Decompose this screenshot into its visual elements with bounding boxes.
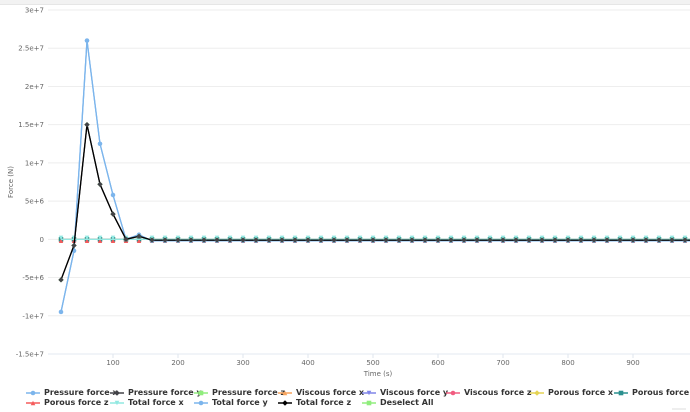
legend-label: Pressure force y bbox=[128, 388, 202, 397]
x-tick-label: 800 bbox=[561, 359, 574, 367]
x-axis-label: Time (s) bbox=[363, 370, 393, 378]
x-tick-label: 900 bbox=[626, 359, 639, 367]
y-tick-label: 2.5e+7 bbox=[18, 45, 44, 53]
data-series bbox=[58, 38, 690, 315]
x-tick-label: 700 bbox=[496, 359, 509, 367]
y-tick-label: 1.5e+7 bbox=[18, 121, 44, 129]
legend: Pressure force x Pressure force y Pressure… bbox=[26, 388, 690, 408]
series-pressure-force-x[interactable] bbox=[58, 38, 690, 315]
legend-item-total-force-y[interactable]: Total force y bbox=[194, 398, 268, 407]
legend-marker-icon bbox=[194, 400, 208, 405]
legend-label: Total force y bbox=[212, 398, 268, 407]
legend-marker-icon bbox=[278, 399, 292, 406]
y-tick-label: 5e+6 bbox=[25, 198, 45, 206]
legend-item-viscous-force-y[interactable]: Viscous force y bbox=[362, 388, 448, 397]
legend-label: Porous force z bbox=[44, 398, 109, 407]
legend-marker-icon bbox=[614, 390, 628, 395]
y-tick-label: 3e+7 bbox=[25, 7, 44, 15]
resize-handle bbox=[672, 408, 686, 410]
legend-item-deselect-all[interactable]: Deselect All bbox=[362, 398, 433, 407]
legend-marker-icon bbox=[446, 390, 460, 395]
legend-item-pressure-force-z[interactable]: Pressure force z bbox=[194, 388, 285, 397]
legend-item-pressure-force-x[interactable]: Pressure force x bbox=[26, 388, 118, 397]
legend-row-1: Pressure force x Pressure force y Pressure… bbox=[26, 388, 690, 398]
grid-lines bbox=[48, 9, 690, 355]
y-tick-label: 0 bbox=[40, 236, 44, 244]
legend-item-total-force-z[interactable]: Total force z bbox=[278, 398, 351, 407]
x-tick-label: 500 bbox=[366, 359, 379, 367]
legend-marker-icon bbox=[26, 390, 40, 395]
series-total-force-y[interactable] bbox=[58, 38, 690, 315]
legend-marker-icon bbox=[26, 400, 40, 405]
legend-item-porous-force-z[interactable]: Porous force z bbox=[26, 398, 109, 407]
top-bar bbox=[0, 0, 690, 5]
legend-item-total-force-x[interactable]: Total force x bbox=[110, 398, 184, 407]
x-tick-label: 400 bbox=[301, 359, 314, 367]
legend-item-viscous-force-x[interactable]: Viscous force x bbox=[278, 388, 364, 397]
legend-marker-icon bbox=[278, 390, 292, 395]
x-tick-label: 300 bbox=[236, 359, 249, 367]
legend-item-porous-force-y[interactable]: Porous force y bbox=[614, 388, 690, 397]
legend-row-2: Porous force z Total force x Total force y… bbox=[26, 398, 690, 408]
legend-label: Porous force y bbox=[632, 388, 690, 397]
x-axis-ticks: 1002003004005006007008009001 bbox=[106, 354, 640, 367]
legend-marker-icon bbox=[362, 400, 376, 405]
x-tick-label: 200 bbox=[171, 359, 184, 367]
legend-marker-icon bbox=[110, 400, 124, 405]
y-axis-label: Force (N) bbox=[7, 166, 15, 198]
y-tick-label: -5e+6 bbox=[22, 274, 44, 282]
x-tick-label: 100 bbox=[106, 359, 119, 367]
x-tick-label: 600 bbox=[431, 359, 444, 367]
legend-label: Total force z bbox=[296, 398, 352, 407]
legend-item-viscous-force-z[interactable]: Viscous force z bbox=[446, 388, 532, 397]
series-pressure-force-y[interactable] bbox=[58, 121, 690, 283]
legend-item-pressure-force-y[interactable]: Pressure force y bbox=[110, 388, 202, 397]
legend-label: Porous force x bbox=[548, 388, 614, 397]
legend-label: Pressure force z bbox=[212, 388, 286, 397]
legend-label: Viscous force z bbox=[464, 388, 532, 397]
legend-label: Viscous force y bbox=[380, 388, 449, 397]
legend-marker-icon bbox=[194, 390, 208, 395]
legend-label: Viscous force x bbox=[296, 388, 365, 397]
legend-marker-icon bbox=[530, 389, 544, 396]
y-axis-ticks: 3e+7 2.5e+7 2e+7 1.5e+7 1e+7 5e+6 0 -5e+6 -1e+7 -… bbox=[16, 7, 45, 359]
force-time-chart: 3e+7 2.5e+7 2e+7 1.5e+7 1e+7 5e+6 0 -5e+6 -1e+7 -… bbox=[7, 7, 690, 378]
legend-item-porous-force-x[interactable]: Porous force x bbox=[530, 388, 613, 397]
legend-label: Pressure force x bbox=[44, 388, 118, 397]
legend-marker-icon bbox=[362, 390, 376, 395]
y-tick-label: 2e+7 bbox=[25, 83, 44, 91]
y-tick-label: 1e+7 bbox=[25, 159, 44, 167]
legend-marker-icon bbox=[110, 389, 124, 396]
y-tick-label: -1.5e+7 bbox=[16, 351, 44, 359]
legend-label: Total force x bbox=[128, 398, 184, 407]
y-tick-label: -1e+7 bbox=[22, 312, 44, 320]
legend-label: Deselect All bbox=[380, 398, 434, 407]
series-total-force-z[interactable] bbox=[58, 121, 690, 283]
